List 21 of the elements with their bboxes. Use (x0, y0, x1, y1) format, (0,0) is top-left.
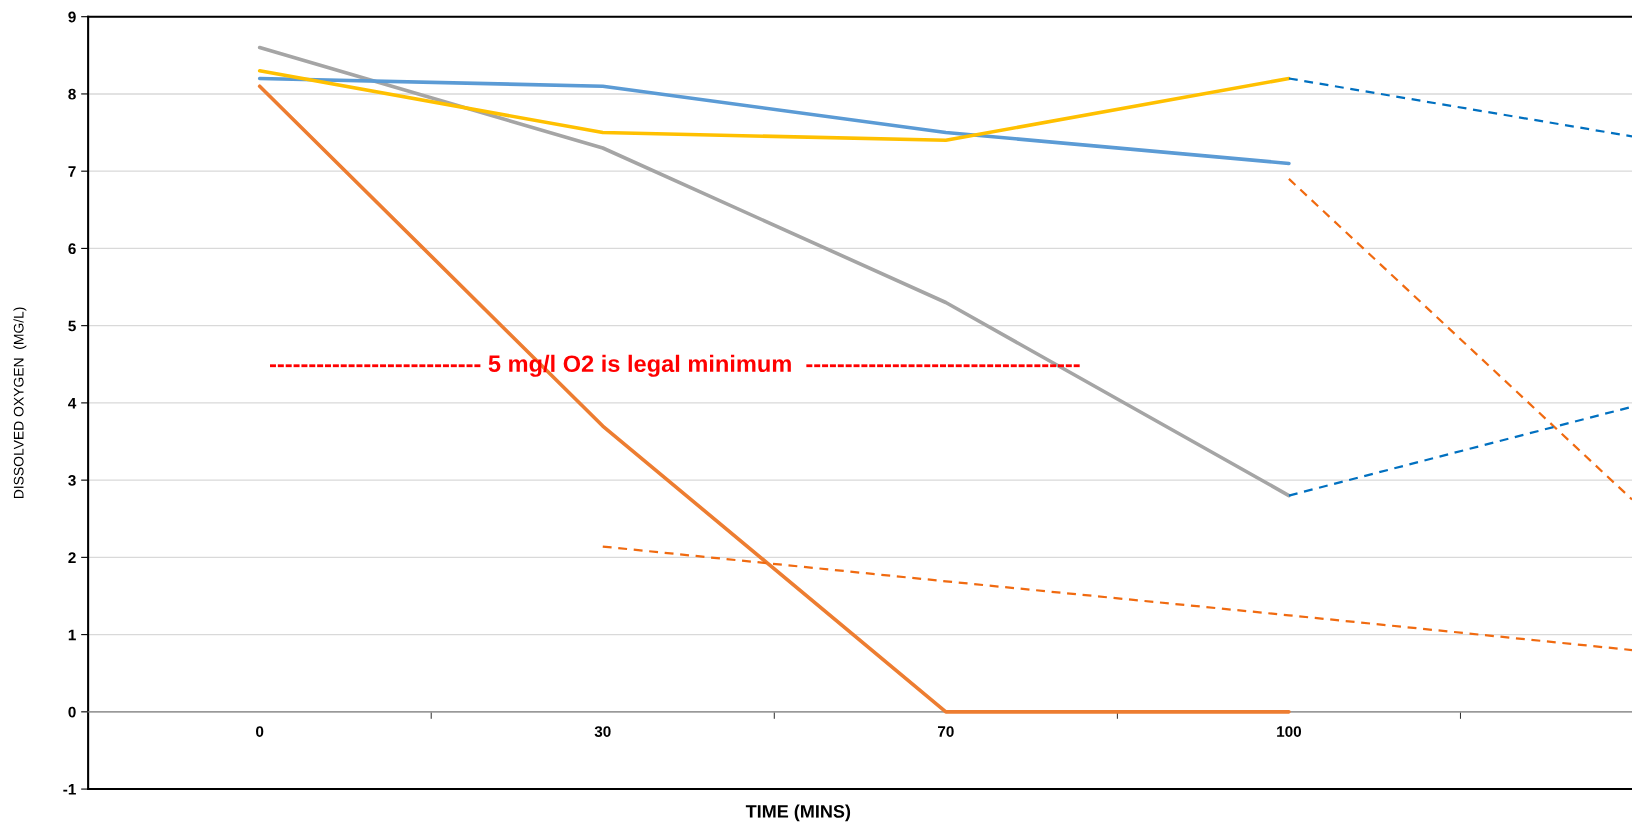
x-tick-label: 30 (594, 726, 611, 737)
y-tick-label: 9 (68, 11, 76, 23)
x-tick-label: 100 (1277, 726, 1302, 737)
y-axis-title: DISSOLVED OXYGEN (MG/L) (13, 307, 27, 499)
y-tick-label: 2 (68, 552, 76, 563)
y-tick-label: 7 (68, 166, 76, 177)
y-tick-label: 4 (68, 397, 77, 409)
line-series (257, 76, 1291, 166)
y-tick-label: 0 (68, 706, 76, 718)
y-tick-label: 3 (68, 474, 76, 486)
x-axis-title: TIME (MINS) (745, 804, 851, 822)
line-series (601, 545, 1632, 652)
y-tick-label: 1 (68, 629, 76, 641)
y-tick-label: 8 (68, 88, 76, 100)
y-tick-label: -1 (63, 784, 76, 795)
x-tick-label: 70 (938, 726, 954, 737)
y-tick-label: 5 (68, 320, 76, 332)
line-series (257, 45, 1291, 498)
y-tick-label: 6 (68, 243, 76, 255)
x-tick-label: 0 (256, 726, 264, 737)
line-series (257, 68, 1291, 143)
